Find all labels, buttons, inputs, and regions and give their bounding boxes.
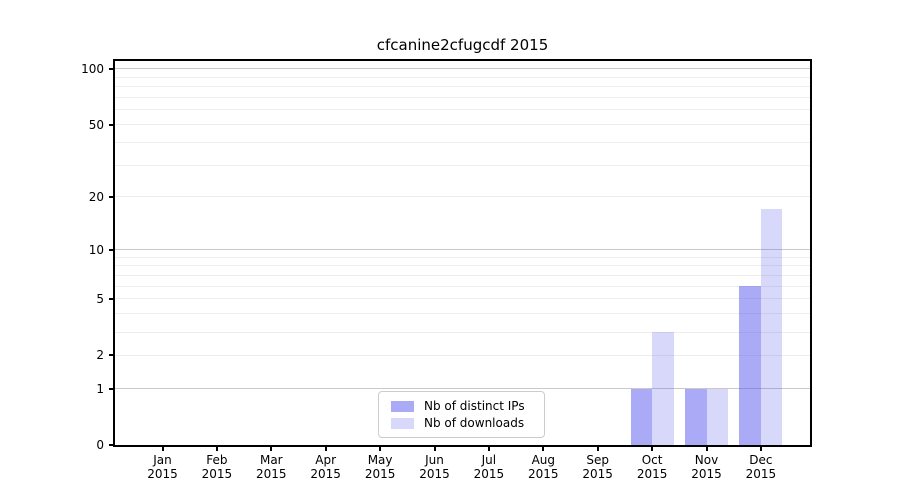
x-tick-mark-jun (433, 447, 436, 451)
y-tick-mark-2 (109, 354, 113, 357)
y-tick-label-50: 50 (88, 117, 104, 132)
legend-item-downloads: Nb of downloads (391, 416, 536, 430)
y-tick-mark-50 (109, 123, 113, 126)
x-tick-mark-jan (161, 447, 164, 451)
y-tick-mark-5 (109, 297, 113, 300)
y-tick-mark-1 (109, 387, 113, 390)
gridline-minor-30 (115, 164, 810, 166)
bar-nb-of-distinct-ips-oct (630, 388, 653, 445)
x-tick-label-jan: Jan 2015 (147, 453, 178, 481)
x-tick-label-feb: Feb 2015 (201, 453, 233, 481)
x-tick-label-apr: Apr 2015 (310, 453, 341, 481)
x-tick-mark-dec (759, 447, 762, 451)
x-tick-mark-oct (651, 447, 654, 451)
bar-nb-of-downloads-oct (652, 332, 674, 445)
x-tick-label-may: May 2015 (364, 453, 396, 481)
y-tick-label-100: 100 (81, 61, 104, 76)
x-tick-mark-feb (215, 447, 218, 451)
gridline-minor-40 (115, 141, 810, 143)
x-tick-label-nov: Nov 2015 (691, 453, 722, 481)
legend-swatch-distinct-ips (391, 400, 414, 412)
legend-swatch-downloads (391, 417, 414, 429)
x-tick-label-jun: Jun 2015 (419, 453, 450, 481)
gridline-minor-6 (115, 285, 810, 287)
x-tick-mark-jul (487, 447, 490, 451)
y-tick-label-10: 10 (88, 242, 104, 257)
x-tick-label-jul: Jul 2015 (473, 453, 505, 481)
gridline-major-10 (115, 249, 810, 251)
gridline-minor-8 (115, 265, 810, 267)
y-tick-label-1: 1 (96, 381, 104, 396)
y-tick-mark-100 (109, 67, 113, 70)
bar-nb-of-distinct-ips-dec (739, 286, 761, 445)
y-tick-mark-10 (109, 248, 113, 251)
x-tick-mark-may (379, 447, 382, 451)
chart-title: cfcanine2cfugcdf 2015 (376, 36, 549, 54)
x-tick-label-sep: Sep 2015 (582, 453, 613, 481)
gridline-minor-2 (115, 354, 810, 356)
x-tick-mark-mar (270, 447, 273, 451)
gridline-minor-20 (115, 196, 810, 198)
y-tick-label-5: 5 (96, 291, 104, 306)
legend-item-distinct-ips: Nb of distinct IPs (391, 399, 536, 413)
x-tick-label-oct: Oct 2015 (636, 453, 668, 481)
gridline-minor-80 (115, 86, 810, 88)
plot-area (113, 59, 812, 447)
gridline-minor-9 (115, 256, 810, 258)
bar-nb-of-downloads-nov (706, 388, 728, 445)
legend-label-distinct-ips: Nb of distinct IPs (424, 399, 525, 413)
bar-nb-of-downloads-dec (760, 209, 783, 445)
y-tick-label-20: 20 (88, 189, 104, 204)
gridline-minor-7 (115, 275, 810, 277)
y-tick-label-0: 0 (96, 438, 104, 452)
x-tick-mark-nov (705, 447, 708, 451)
legend-label-downloads: Nb of downloads (424, 416, 525, 430)
x-tick-mark-sep (596, 447, 599, 451)
y-tick-mark-20 (109, 195, 113, 198)
gridline-minor-3 (115, 331, 810, 333)
y-tick-mark-0 (109, 444, 113, 446)
bar-nb-of-distinct-ips-nov (685, 388, 707, 445)
gridline-minor-90 (115, 76, 810, 78)
gridline-minor-70 (115, 97, 810, 99)
x-tick-mark-aug (542, 447, 545, 451)
gridline-major-100 (115, 68, 810, 70)
legend: Nb of distinct IPs Nb of downloads (378, 391, 545, 438)
x-tick-label-dec: Dec 2015 (745, 453, 777, 481)
gridline-minor-4 (115, 313, 810, 315)
gridline-minor-5 (115, 298, 810, 300)
x-tick-label-mar: Mar 2015 (256, 453, 287, 481)
gridline-minor-60 (115, 109, 810, 111)
y-tick-label-2: 2 (96, 348, 104, 363)
x-tick-label-aug: Aug 2015 (528, 453, 559, 481)
gridline-major-1 (115, 388, 810, 389)
x-tick-mark-apr (324, 447, 327, 451)
gridline-minor-50 (115, 124, 810, 126)
